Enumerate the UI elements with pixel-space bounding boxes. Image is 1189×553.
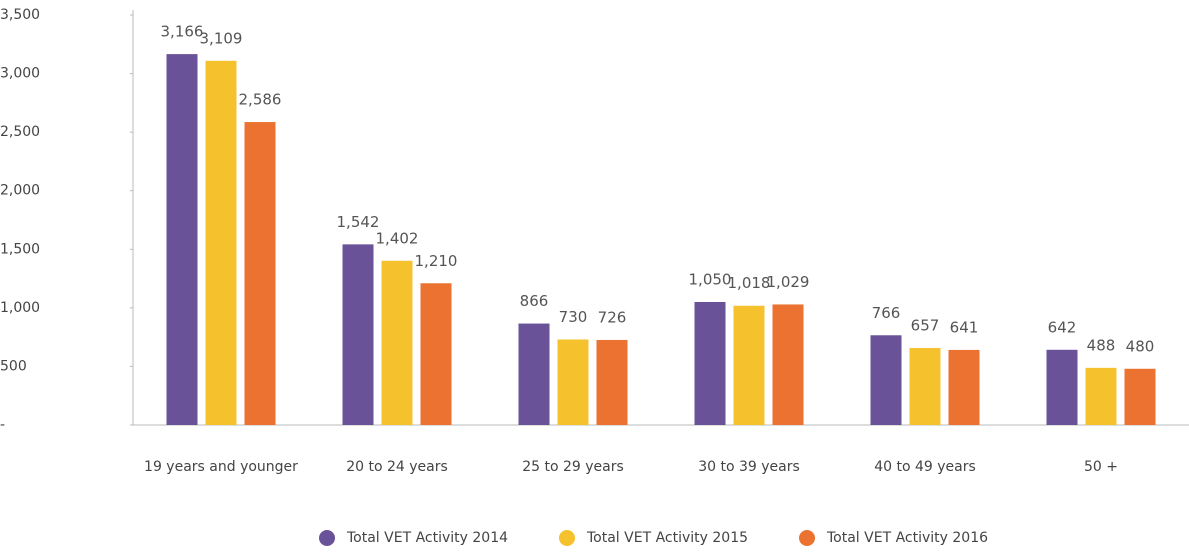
data-label: 657 bbox=[911, 317, 940, 335]
bar bbox=[1085, 367, 1117, 425]
data-label: 642 bbox=[1048, 318, 1077, 336]
data-label: 1,402 bbox=[376, 229, 419, 247]
bar bbox=[342, 244, 374, 425]
bar bbox=[948, 349, 980, 425]
data-label: 1,210 bbox=[415, 252, 458, 270]
data-label: 641 bbox=[950, 318, 979, 336]
data-label: 730 bbox=[559, 308, 588, 326]
x-tick-label: 50 + bbox=[1084, 459, 1118, 475]
x-tick-label: 40 to 49 years bbox=[874, 459, 976, 475]
bar bbox=[596, 339, 628, 425]
x-tick-label: 25 to 29 years bbox=[522, 459, 624, 475]
y-tick-label: 2,500 bbox=[0, 124, 40, 140]
data-label: 480 bbox=[1126, 337, 1155, 355]
data-label: 1,050 bbox=[689, 271, 732, 289]
bar bbox=[733, 305, 765, 425]
bar bbox=[557, 339, 589, 425]
data-label: 1,029 bbox=[767, 273, 810, 291]
data-label: 3,166 bbox=[161, 23, 204, 41]
x-tick-label: 20 to 24 years bbox=[346, 459, 448, 475]
bar bbox=[1046, 349, 1078, 425]
bar bbox=[909, 348, 941, 425]
legend-marker bbox=[559, 530, 575, 546]
x-tick-label: 19 years and younger bbox=[144, 459, 298, 475]
bar bbox=[694, 302, 726, 425]
legend-label: Total VET Activity 2016 bbox=[826, 530, 988, 546]
x-tick-label: 30 to 39 years bbox=[698, 459, 800, 475]
legend-label: Total VET Activity 2015 bbox=[586, 530, 748, 546]
bar bbox=[420, 283, 452, 425]
data-label: 866 bbox=[520, 292, 549, 310]
legend-marker bbox=[319, 530, 335, 546]
data-label: 726 bbox=[598, 308, 627, 326]
legend-label: Total VET Activity 2014 bbox=[346, 530, 508, 546]
data-label: 3,109 bbox=[200, 29, 243, 47]
y-tick-label: 1,000 bbox=[0, 300, 40, 316]
legend-marker bbox=[799, 530, 815, 546]
bar bbox=[772, 304, 804, 425]
bar bbox=[166, 54, 198, 426]
bar bbox=[518, 323, 550, 425]
bar bbox=[205, 60, 237, 425]
data-label: 1,542 bbox=[337, 213, 380, 231]
y-tick-label: - bbox=[0, 417, 5, 433]
data-label: 2,586 bbox=[239, 91, 282, 109]
data-label: 488 bbox=[1087, 336, 1116, 354]
bar bbox=[1124, 368, 1156, 425]
y-tick-label: 1,500 bbox=[0, 241, 40, 257]
bar bbox=[244, 122, 276, 425]
y-tick-label: 2,000 bbox=[0, 183, 40, 199]
y-tick-label: 500 bbox=[0, 358, 27, 374]
bar bbox=[381, 260, 413, 425]
y-tick-label: 3,000 bbox=[0, 66, 40, 82]
data-label: 766 bbox=[872, 304, 901, 322]
y-tick-label: 3,500 bbox=[0, 7, 40, 23]
bar bbox=[870, 335, 902, 425]
data-label: 1,018 bbox=[728, 274, 771, 292]
